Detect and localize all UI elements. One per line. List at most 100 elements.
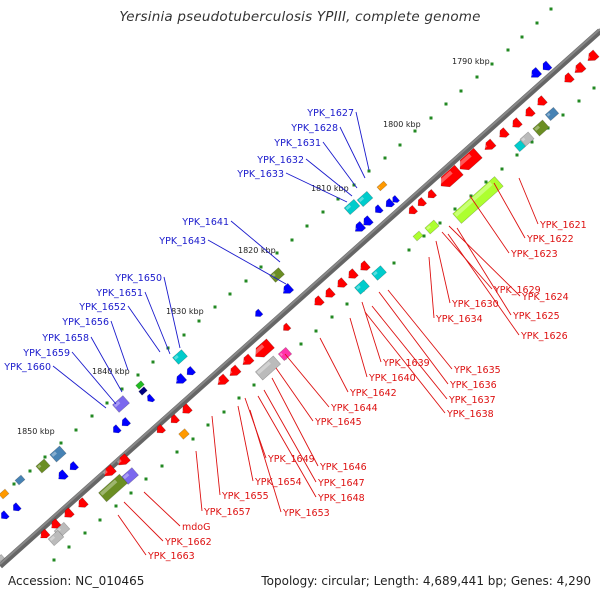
reverse-cds-17[interactable]	[323, 287, 336, 301]
reverse-gene-label[interactable]: YPK_1625	[512, 311, 560, 322]
forward-gene-label[interactable]: YPK_1632	[256, 155, 304, 166]
reverse-feature-5[interactable]	[452, 176, 504, 224]
reverse-cds-9[interactable]	[456, 147, 483, 174]
reverse-cds-21[interactable]	[240, 353, 255, 368]
reverse-cds-22[interactable]	[227, 364, 242, 379]
reverse-gene-label[interactable]: YPK_1642	[349, 388, 397, 399]
reverse-feature-14[interactable]	[98, 473, 128, 503]
reverse-cds-25[interactable]	[168, 413, 181, 425]
forward-feature-4[interactable]	[269, 267, 285, 283]
reverse-feature-8[interactable]	[371, 265, 387, 281]
reverse-gene-label[interactable]: YPK_1626	[520, 331, 568, 342]
reverse-feature-9[interactable]	[354, 279, 370, 295]
forward-feature-5[interactable]	[112, 395, 130, 413]
forward-gene-label[interactable]: YPK_1656	[61, 317, 109, 328]
forward-cds-6[interactable]	[361, 215, 374, 229]
reverse-cds-14[interactable]	[358, 260, 371, 274]
reverse-cds-7[interactable]	[497, 127, 510, 141]
reverse-feature-17[interactable]	[0, 554, 5, 562]
reverse-feature-7[interactable]	[412, 230, 424, 242]
forward-gene-label[interactable]: YPK_1660	[3, 362, 51, 373]
reverse-gene-label[interactable]: YPK_1655	[221, 491, 269, 502]
reverse-cds-6[interactable]	[510, 117, 523, 131]
reverse-gene-label[interactable]: YPK_1648	[317, 493, 365, 504]
reverse-cds-1[interactable]	[572, 61, 587, 76]
reverse-cds-13[interactable]	[406, 204, 419, 216]
reverse-cds-15[interactable]	[346, 268, 359, 282]
reverse-cds-24[interactable]	[180, 403, 193, 417]
reverse-gene-label[interactable]: YPK_1623	[510, 249, 558, 260]
forward-feature-3[interactable]	[172, 349, 188, 365]
reverse-gene-label[interactable]: YPK_1649	[267, 454, 315, 465]
reverse-gene-label[interactable]: YPK_1638	[446, 409, 494, 420]
forward-gene-label[interactable]: YPK_1651	[95, 288, 143, 299]
forward-cds-8[interactable]	[280, 282, 295, 296]
reverse-gene-label[interactable]: YPK_1653	[282, 508, 330, 519]
reverse-gene-label[interactable]: YPK_1663	[147, 551, 195, 562]
reverse-feature-16[interactable]	[47, 529, 65, 547]
forward-gene-label[interactable]: YPK_1628	[290, 123, 338, 134]
reverse-gene-label[interactable]: YPK_1621	[539, 220, 587, 231]
forward-cds-13[interactable]	[111, 424, 122, 436]
forward-cds-1[interactable]	[528, 66, 543, 80]
reverse-gene-label[interactable]: YPK_1645	[314, 417, 362, 428]
reverse-cds-28[interactable]	[102, 464, 117, 480]
forward-gene-label[interactable]: YPK_1652	[78, 302, 126, 313]
forward-cds-14[interactable]	[119, 416, 132, 428]
forward-cds-10[interactable]	[173, 372, 188, 386]
forward-cds-16[interactable]	[67, 460, 80, 472]
forward-gene-label[interactable]: YPK_1633	[236, 169, 284, 180]
forward-gene-label[interactable]: YPK_1658	[41, 333, 89, 344]
reverse-cds-23[interactable]	[215, 373, 230, 388]
reverse-cds-3[interactable]	[562, 72, 575, 86]
forward-gene-label[interactable]: YPK_1627	[306, 108, 354, 119]
reverse-cds-10[interactable]	[437, 164, 464, 191]
reverse-cds-18[interactable]	[312, 295, 325, 309]
reverse-gene-label[interactable]: YPK_1646	[319, 462, 367, 473]
reverse-cds-5[interactable]	[523, 106, 536, 120]
reverse-cds-20[interactable]	[252, 338, 275, 361]
reverse-gene-label[interactable]: YPK_1637	[448, 395, 496, 406]
reverse-cds-29[interactable]	[76, 497, 89, 511]
reverse-cds-30[interactable]	[62, 507, 75, 521]
reverse-cds-4[interactable]	[535, 95, 548, 109]
forward-gene-label[interactable]: YPK_1631	[273, 138, 321, 149]
reverse-gene-label[interactable]: YPK_1662	[164, 537, 212, 548]
forward-cds-11[interactable]	[184, 365, 197, 377]
reverse-feature-6[interactable]	[424, 219, 440, 235]
reverse-gene-label[interactable]: YPK_1644	[330, 403, 378, 414]
forward-cds-18[interactable]	[0, 510, 10, 522]
forward-feature-7[interactable]	[35, 458, 51, 474]
forward-cds-15[interactable]	[56, 469, 69, 483]
forward-feature-12[interactable]	[14, 474, 26, 486]
reverse-gene-label[interactable]: YPK_1636	[449, 380, 497, 391]
forward-cds-7[interactable]	[390, 194, 400, 204]
reverse-gene-label[interactable]: YPK_1635	[453, 365, 501, 376]
forward-gene-label[interactable]: YPK_1659	[22, 348, 70, 359]
forward-cds-12[interactable]	[145, 393, 156, 404]
reverse-feature-2[interactable]	[532, 119, 550, 137]
forward-cds-9[interactable]	[253, 308, 264, 319]
forward-cds-5[interactable]	[352, 220, 367, 234]
reverse-cds-16[interactable]	[335, 277, 348, 291]
forward-gene-label[interactable]: YPK_1650	[114, 273, 162, 284]
reverse-cds-27[interactable]	[116, 453, 131, 469]
forward-feature-9[interactable]	[135, 380, 145, 390]
reverse-gene-label[interactable]: YPK_1640	[368, 373, 416, 384]
reverse-cds-31[interactable]	[49, 518, 62, 532]
reverse-cds-2[interactable]	[585, 49, 600, 64]
reverse-cds-12[interactable]	[415, 196, 428, 208]
reverse-gene-label[interactable]: YPK_1622	[526, 234, 574, 245]
reverse-feature-1[interactable]	[544, 106, 560, 122]
reverse-gene-label[interactable]: YPK_1657	[203, 507, 251, 518]
forward-cds-2[interactable]	[540, 60, 553, 73]
forward-gene-label[interactable]: YPK_1641	[181, 217, 229, 228]
forward-feature-8[interactable]	[376, 180, 388, 192]
reverse-gene-label[interactable]: mdoG	[182, 522, 210, 533]
reverse-gene-label[interactable]: YPK_1634	[435, 314, 483, 325]
forward-feature-11[interactable]	[0, 488, 10, 500]
reverse-feature-12[interactable]	[178, 428, 190, 440]
reverse-gene-label[interactable]: YPK_1647	[317, 478, 365, 489]
forward-cds-4[interactable]	[373, 204, 384, 216]
